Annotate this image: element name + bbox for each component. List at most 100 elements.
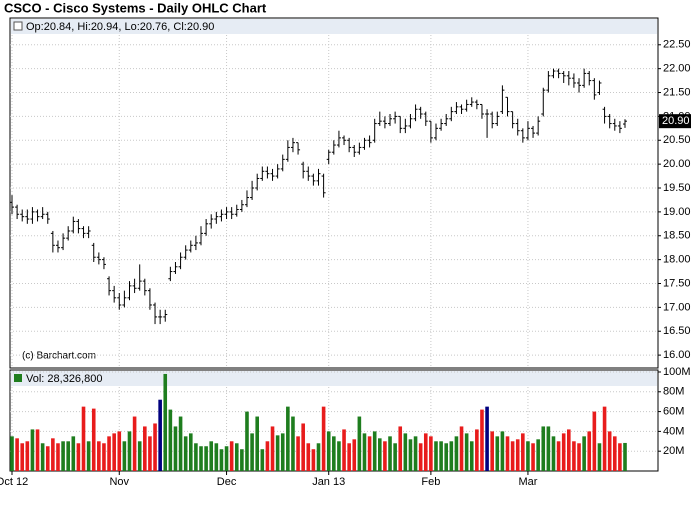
volume-tick-label: 60M (663, 405, 684, 417)
volume-bar (582, 436, 586, 471)
volume-bar (521, 433, 525, 471)
volume-bar (546, 426, 551, 471)
volume-bar (286, 406, 290, 471)
volume-tick-label: 100M (663, 366, 691, 378)
volume-bar (10, 436, 14, 471)
volume-bar (618, 443, 622, 471)
volume-bar (592, 411, 597, 471)
volume-bar (173, 426, 178, 471)
volume-bar (367, 436, 372, 471)
volume-bar (352, 439, 357, 471)
y-tick-label: 17.50 (663, 277, 691, 289)
volume-bar (423, 433, 428, 471)
volume-bar (418, 443, 423, 471)
volume-bar (234, 443, 239, 471)
y-tick-label: 20.00 (663, 158, 691, 170)
y-tick-label: 16.50 (663, 325, 691, 337)
volume-bar (429, 436, 433, 471)
volume-bar (194, 443, 198, 471)
volume-bar (398, 426, 403, 471)
volume-bar (178, 416, 183, 471)
volume-header (11, 371, 657, 386)
volume-bar (107, 436, 111, 471)
volume-bar (515, 439, 520, 471)
volume-bar (117, 431, 122, 471)
y-tick-label: 20.50 (663, 134, 691, 146)
volume-tick-label: 40M (663, 425, 684, 437)
volume-bar (388, 436, 392, 471)
volume-bar (86, 441, 91, 471)
volume-bar (260, 449, 265, 471)
volume-bar (490, 431, 494, 471)
volume-bar (531, 443, 535, 471)
volume-bar (56, 443, 60, 471)
volume-bar (383, 441, 387, 471)
volume-bar (623, 442, 627, 471)
volume-bar (408, 439, 413, 471)
volume-icon (14, 374, 22, 382)
volume-bar (122, 441, 127, 471)
volume-bar (275, 435, 280, 471)
volume-bar (143, 426, 147, 471)
volume-bar (347, 443, 351, 471)
y-tick-label: 16.00 (663, 349, 691, 361)
volume-bar (551, 436, 556, 471)
volume-bar (76, 443, 81, 471)
volume-bar (326, 431, 331, 471)
volume-bar (229, 441, 234, 471)
volume-bar (188, 433, 193, 471)
volume-bar (536, 439, 540, 471)
x-tick-label: Jan 13 (312, 476, 345, 488)
last-price-label: 20.90 (662, 115, 690, 127)
volume-bar (81, 406, 86, 471)
volume-bar (439, 441, 443, 471)
volume-bar (301, 423, 305, 471)
y-tick-label: 22.50 (663, 39, 691, 51)
volume-bar (148, 436, 152, 471)
volume-bar (265, 441, 270, 471)
volume-bar (480, 409, 484, 471)
volume-bar (454, 436, 459, 471)
volume-bar (20, 443, 25, 471)
x-tick-label: Mar (518, 476, 537, 488)
volume-bar (240, 449, 244, 471)
volume-bar (612, 436, 617, 471)
volume-bar (485, 406, 489, 471)
volume-bar (372, 431, 377, 471)
y-tick-label: 18.00 (663, 254, 691, 266)
volume-bar (311, 449, 316, 471)
volume-bar (25, 441, 30, 471)
volume-bar (464, 433, 469, 471)
volume-bar (567, 429, 571, 471)
volume-bar (163, 373, 168, 471)
y-tick-label: 19.50 (663, 182, 691, 194)
volume-bar (66, 441, 70, 471)
volume-bar (102, 443, 106, 471)
y-tick-label: 21.50 (663, 86, 691, 98)
volume-bar (393, 443, 397, 471)
volume-bar (127, 431, 132, 471)
last-price-box (659, 114, 691, 129)
volume-label: Vol: 28,326,800 (26, 373, 102, 385)
volume-bar (137, 441, 142, 471)
volume-bar (577, 443, 581, 471)
volume-bar (214, 443, 219, 471)
credit: (c) Barchart.com (22, 351, 96, 362)
ohlc-label: Op:20.84, Hi:20.94, Lo:20.76, Cl:20.90 (26, 21, 214, 33)
volume-bar (35, 429, 40, 471)
volume-bar (337, 441, 341, 471)
volume-bar (45, 446, 50, 471)
volume-bar (572, 441, 576, 471)
volume-bar (495, 436, 500, 471)
volume-bar (342, 429, 346, 471)
volume-bar (132, 416, 137, 471)
volume-bar (224, 446, 229, 471)
volume-bar (219, 449, 224, 471)
y-tick-label: 22.00 (663, 63, 691, 75)
volume-bar (602, 406, 607, 471)
volume-bar (510, 441, 515, 471)
volume-bar (245, 411, 249, 471)
volume-bar (500, 431, 505, 471)
volume-bar (357, 416, 362, 471)
